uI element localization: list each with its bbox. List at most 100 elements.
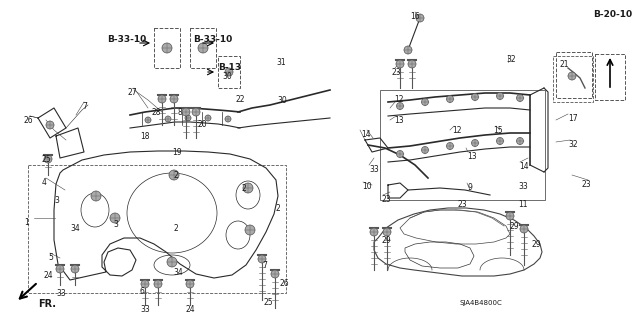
Text: 20: 20 (197, 120, 207, 129)
Circle shape (497, 93, 504, 100)
Circle shape (408, 60, 416, 68)
Text: 11: 11 (518, 200, 527, 209)
Text: 4: 4 (42, 178, 47, 187)
Circle shape (158, 95, 166, 103)
Circle shape (520, 225, 528, 233)
Circle shape (192, 108, 200, 116)
Circle shape (56, 265, 64, 273)
Circle shape (370, 228, 378, 236)
Bar (28, 165, 286, 293)
Circle shape (71, 265, 79, 273)
Text: 5: 5 (48, 253, 53, 262)
Text: 15: 15 (493, 126, 502, 135)
Text: 9: 9 (468, 183, 473, 192)
Text: 1: 1 (24, 218, 29, 227)
Circle shape (243, 183, 253, 193)
Bar (154, 28, 180, 68)
Circle shape (271, 270, 279, 278)
Circle shape (383, 228, 391, 236)
Text: 14: 14 (519, 162, 529, 171)
Circle shape (447, 143, 454, 150)
Text: 26: 26 (24, 116, 34, 125)
Text: 21: 21 (560, 60, 570, 69)
Text: 2: 2 (173, 171, 178, 180)
Bar (190, 28, 216, 68)
Text: 23: 23 (582, 180, 591, 189)
Circle shape (404, 46, 412, 54)
Bar (218, 56, 240, 88)
Text: 23: 23 (392, 68, 402, 77)
Circle shape (472, 139, 479, 146)
Text: 32: 32 (506, 55, 516, 64)
Text: SJA4B4800C: SJA4B4800C (460, 300, 503, 306)
Circle shape (186, 280, 194, 288)
Circle shape (185, 115, 191, 121)
Circle shape (225, 68, 233, 76)
Circle shape (258, 255, 266, 263)
Circle shape (447, 95, 454, 102)
Circle shape (167, 257, 177, 267)
Text: B-33-10: B-33-10 (107, 35, 147, 44)
Text: 18: 18 (140, 132, 150, 141)
Text: 22: 22 (235, 95, 244, 104)
Bar (380, 90, 545, 200)
Text: 24: 24 (185, 305, 195, 314)
Bar (556, 52, 592, 98)
Circle shape (568, 72, 576, 80)
Text: 6: 6 (140, 287, 145, 296)
Text: 34: 34 (70, 224, 80, 233)
Text: 2: 2 (242, 184, 247, 193)
Circle shape (162, 43, 172, 53)
Text: 33: 33 (369, 165, 379, 174)
Text: 33: 33 (518, 182, 528, 191)
Text: 25: 25 (263, 298, 273, 307)
Text: 24: 24 (44, 271, 54, 280)
Circle shape (182, 108, 190, 116)
Text: 13: 13 (394, 116, 404, 125)
Text: 2: 2 (276, 204, 281, 213)
Text: 29: 29 (510, 222, 520, 231)
Circle shape (145, 117, 151, 123)
Text: B-13: B-13 (218, 63, 241, 72)
Circle shape (205, 115, 211, 121)
Circle shape (110, 213, 120, 223)
Text: 28: 28 (152, 108, 161, 117)
Text: 12: 12 (452, 126, 461, 135)
Text: 3: 3 (54, 196, 59, 205)
Text: 26: 26 (280, 279, 290, 288)
Text: 34: 34 (173, 268, 183, 277)
Circle shape (91, 191, 101, 201)
Bar (595, 54, 625, 100)
Text: 3: 3 (113, 220, 118, 229)
Circle shape (141, 280, 149, 288)
Circle shape (497, 137, 504, 145)
Circle shape (225, 116, 231, 122)
Text: 25: 25 (42, 155, 52, 164)
Text: 2: 2 (173, 224, 178, 233)
Circle shape (169, 170, 179, 180)
Text: 33: 33 (56, 289, 66, 298)
Text: 31: 31 (276, 58, 285, 67)
Text: 32: 32 (568, 140, 578, 149)
Circle shape (416, 14, 424, 22)
Circle shape (397, 102, 403, 109)
Circle shape (46, 121, 54, 129)
Text: 19: 19 (172, 148, 182, 157)
Text: 10: 10 (362, 182, 372, 191)
Circle shape (396, 60, 404, 68)
Text: 16: 16 (410, 12, 420, 21)
Circle shape (506, 212, 514, 220)
Circle shape (198, 43, 208, 53)
Circle shape (422, 146, 429, 153)
Text: B-33-10: B-33-10 (193, 35, 232, 44)
Text: B-20-10: B-20-10 (593, 10, 632, 19)
Circle shape (154, 280, 162, 288)
Circle shape (397, 151, 403, 158)
Text: 33: 33 (140, 305, 150, 314)
Text: 14: 14 (361, 130, 371, 139)
Circle shape (516, 94, 524, 101)
Bar (553, 56, 593, 102)
Text: 30: 30 (222, 72, 232, 81)
Text: 17: 17 (568, 114, 578, 123)
Circle shape (516, 137, 524, 145)
